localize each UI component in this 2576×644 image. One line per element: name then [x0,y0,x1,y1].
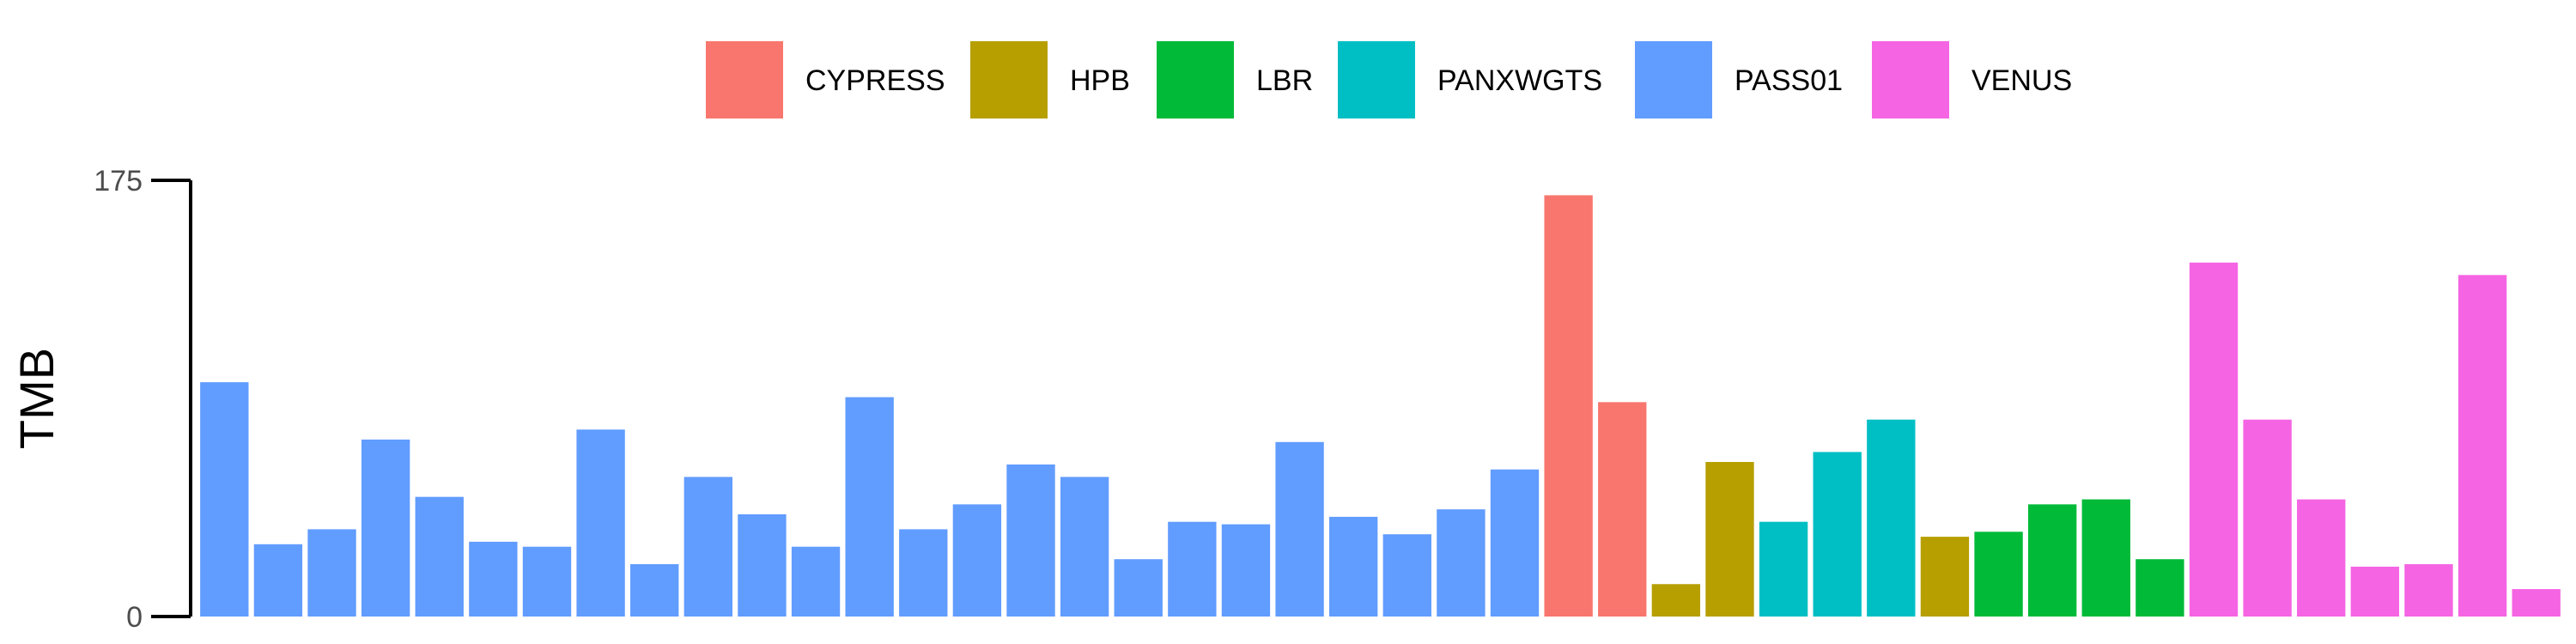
bar-hpb [1705,462,1754,617]
bar-pass01 [952,504,1002,617]
bar-lbr [2136,559,2184,617]
bar-venus [2404,564,2453,617]
legend: CYPRESS HPB LBR PANXWGTS PASS01 VENUS [706,41,2072,118]
bar-pass01 [522,546,572,617]
legend-label: PANXWGTS [1437,64,1602,97]
bar-cypress [1598,402,1647,617]
bar-lbr [2081,499,2130,617]
bar-hpb [1651,584,1701,617]
legend-swatch [1872,41,1949,118]
bar-pass01 [415,496,464,617]
legend-label: PASS01 [1735,64,1843,97]
bar-venus [2189,262,2239,617]
bar-pass01 [1329,516,1378,617]
bar-pass01 [1275,441,1324,617]
legend-swatch [1157,41,1234,118]
bar-venus [2512,589,2561,617]
bar-pass01 [845,397,894,617]
bar-venus [2243,419,2292,617]
legend-item-cypress: CYPRESS [706,41,945,118]
bar-pass01 [738,513,787,617]
legend-label: HPB [1070,64,1130,97]
legend-label: VENUS [1971,64,2072,97]
y-axis-title: TMB [9,348,64,449]
bar-panxwgts [1867,419,1916,617]
bar-pass01 [576,429,625,617]
bar-venus [2458,275,2507,617]
bar-pass01 [1168,521,1217,617]
y-axis: 0 175 [94,165,192,634]
bar-panxwgts [1759,521,1808,617]
legend-swatch [1338,41,1415,118]
bar-pass01 [1114,559,1163,617]
bar-pass01 [200,382,249,617]
legend-item-panxwgts: PANXWGTS [1338,41,1602,118]
bar-pass01 [1382,534,1431,617]
bar-pass01 [1490,469,1540,617]
bar-hpb [1920,537,1970,617]
y-tick-label: 175 [94,165,143,197]
bar-pass01 [253,544,303,617]
bar-pass01 [899,529,948,617]
bar-lbr [1974,532,2023,617]
bar-pass01 [1437,509,1485,617]
bar-venus [2297,499,2346,617]
bar-pass01 [630,564,679,617]
bar-pass01 [361,439,410,617]
legend-swatch [1635,41,1712,118]
bar-venus [2350,566,2400,617]
bar-lbr [2027,504,2077,617]
bar-cypress [1544,195,1593,617]
bar-pass01 [1060,477,1109,617]
bar-panxwgts [1813,452,1862,617]
legend-item-venus: VENUS [1872,41,2072,118]
bar-pass01 [307,529,356,617]
bars [200,195,2561,617]
y-tick-label: 0 [126,601,143,634]
bar-pass01 [683,477,733,617]
bar-pass01 [469,541,518,617]
legend-label: LBR [1256,64,1313,97]
legend-item-pass01: PASS01 [1635,41,1843,118]
bar-pass01 [1006,464,1055,617]
legend-label: CYPRESS [805,64,945,97]
bar-pass01 [1221,524,1271,617]
legend-item-lbr: LBR [1157,41,1313,118]
legend-swatch [970,41,1048,118]
legend-item-hpb: HPB [970,41,1130,118]
bar-pass01 [791,546,841,617]
legend-swatch [706,41,783,118]
